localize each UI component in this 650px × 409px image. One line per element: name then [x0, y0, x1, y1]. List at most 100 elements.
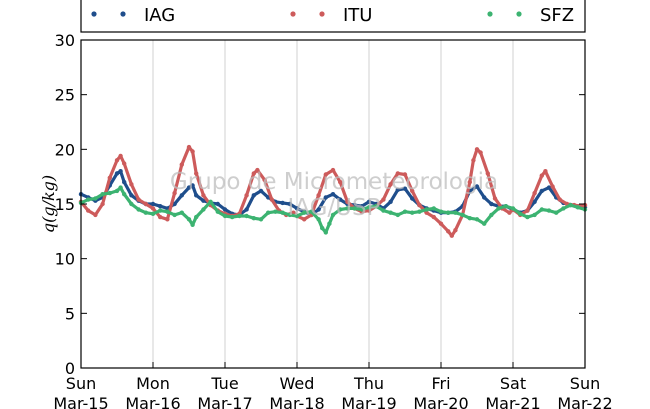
legend-marker	[120, 11, 126, 17]
data-point	[280, 210, 285, 215]
data-point	[93, 196, 98, 201]
data-point	[114, 158, 120, 163]
x-tick-label-day: Mon	[136, 374, 170, 393]
data-point	[338, 179, 343, 185]
legend-marker	[91, 11, 97, 17]
data-point	[93, 212, 98, 218]
data-point	[366, 208, 372, 213]
x-tick-label-day: Sun	[570, 374, 600, 393]
data-point	[150, 201, 156, 207]
data-point	[86, 208, 91, 213]
data-point	[381, 197, 386, 202]
legend-entry-iag: IAG	[91, 5, 175, 26]
x-tick-label-date: Mar-19	[341, 394, 396, 409]
data-point	[114, 171, 120, 176]
data-point	[323, 195, 328, 200]
data-point	[158, 204, 163, 209]
data-point	[345, 199, 350, 204]
data-point	[489, 201, 494, 207]
data-point	[417, 209, 422, 214]
data-point	[201, 207, 206, 212]
data-point	[294, 213, 300, 219]
data-point	[550, 184, 555, 189]
data-point	[190, 149, 195, 154]
data-point	[474, 184, 480, 189]
data-point	[165, 209, 170, 214]
data-point	[453, 228, 458, 233]
data-point	[431, 206, 436, 211]
data-point	[244, 193, 249, 198]
data-point	[129, 201, 134, 207]
data-point	[186, 144, 192, 150]
data-point	[86, 197, 91, 202]
data-point	[546, 185, 552, 190]
data-point	[194, 171, 199, 176]
data-point	[474, 217, 480, 222]
data-point	[410, 196, 415, 201]
data-point	[222, 213, 228, 219]
data-point	[554, 210, 559, 215]
data-point	[460, 212, 465, 218]
data-point	[100, 192, 105, 197]
data-point	[539, 173, 544, 178]
legend: IAG ITU SFZ	[91, 5, 574, 26]
data-point	[518, 211, 523, 216]
data-point	[208, 199, 213, 204]
data-point	[575, 205, 580, 210]
data-point	[561, 206, 566, 211]
data-point	[525, 214, 530, 220]
data-point	[446, 210, 451, 215]
data-point	[381, 208, 386, 213]
x-tick-label-date: Mar-16	[125, 394, 180, 409]
legend-entry-itu: ITU	[290, 5, 372, 26]
x-tick-label-date: Mar-15	[53, 394, 108, 409]
y-tick-label: 25	[55, 86, 75, 105]
data-point	[129, 182, 134, 187]
legend-marker	[290, 11, 296, 17]
legend-marker	[487, 11, 493, 17]
data-point	[258, 188, 264, 194]
watermark-line-1: Grupo de Micrometeorologia	[170, 169, 498, 195]
data-point	[492, 196, 498, 201]
data-point	[330, 192, 336, 197]
data-point	[190, 183, 195, 188]
data-point	[539, 207, 544, 212]
data-point	[438, 209, 444, 214]
x-tick-label-date: Mar-20	[413, 394, 468, 409]
data-point	[237, 213, 242, 219]
data-point	[532, 212, 537, 218]
x-tick-label-date: Mar-22	[557, 394, 612, 409]
data-point	[258, 217, 264, 222]
data-point	[309, 209, 314, 214]
data-point	[489, 212, 494, 218]
data-point	[323, 230, 328, 235]
data-point	[143, 210, 148, 215]
data-point	[539, 188, 544, 194]
legend-label: ITU	[343, 5, 372, 26]
data-point	[262, 177, 267, 183]
data-point	[266, 210, 271, 215]
data-point	[496, 206, 501, 211]
data-point	[449, 233, 454, 238]
data-point	[546, 208, 552, 213]
data-point	[374, 204, 379, 209]
data-point	[478, 150, 483, 155]
x-tick-label-date: Mar-17	[197, 394, 252, 409]
y-axis: 0 5 10 15 20 25 30	[55, 31, 585, 378]
data-point	[453, 210, 458, 215]
x-tick-label-day: Sun	[66, 374, 96, 393]
data-point	[525, 208, 530, 213]
data-point	[485, 171, 490, 176]
data-point	[179, 193, 184, 198]
data-point	[251, 216, 256, 221]
data-point	[302, 210, 307, 215]
data-point	[136, 207, 141, 212]
data-point	[201, 193, 206, 198]
data-point	[251, 193, 256, 198]
data-point	[395, 171, 400, 176]
data-point	[244, 207, 249, 212]
x-tick-label-day: Tue	[210, 374, 238, 393]
data-point	[330, 212, 336, 218]
data-point	[410, 188, 415, 194]
